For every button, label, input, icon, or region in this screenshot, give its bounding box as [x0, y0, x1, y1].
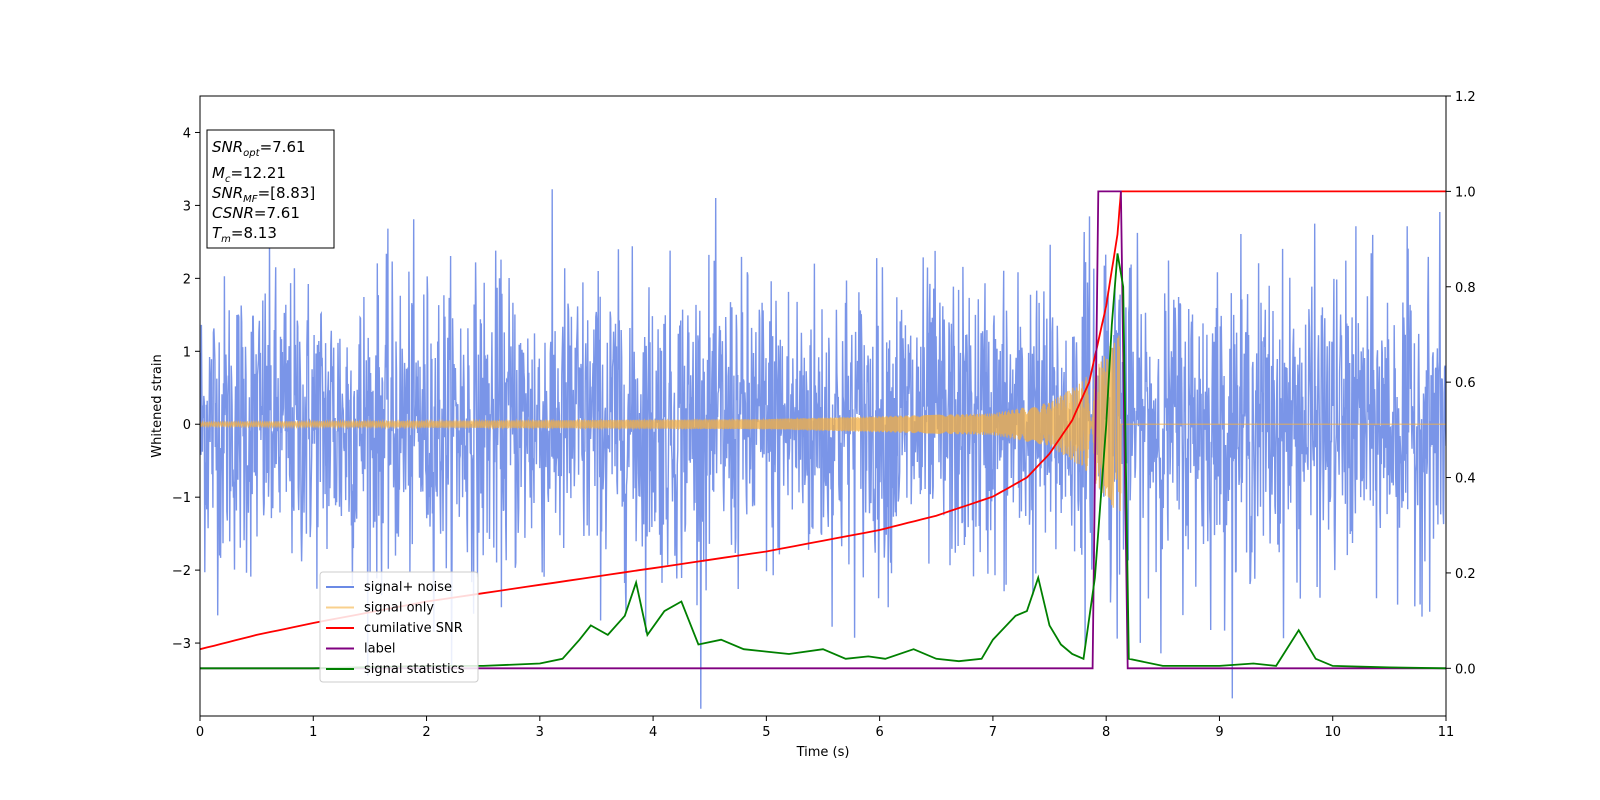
y-right-tick-label-1: 0.2 [1455, 567, 1476, 582]
y-left-tick-label-4: 1 [183, 345, 191, 360]
snr-mf-value: =[8.83] [258, 184, 316, 202]
x-tick-label-6: 6 [875, 725, 883, 740]
legend-label-0: signal+ noise [364, 580, 452, 595]
snr-opt-value: =7.61 [260, 138, 306, 156]
y-right-tick-label-4: 0.8 [1455, 281, 1476, 296]
legend-label-2: cumilative SNR [364, 621, 463, 636]
x-tick-label-10: 10 [1324, 725, 1341, 740]
x-tick-label-1: 1 [309, 725, 317, 740]
csnr-value: =7.61 [254, 204, 300, 222]
x-tick-label-2: 2 [422, 725, 430, 740]
y-left-tick-label-3: 0 [183, 418, 191, 433]
x-axis-label: Time (s) [796, 745, 850, 760]
svg-text:SNRMF=[8.83]: SNRMF=[8.83] [212, 184, 315, 205]
x-tick-label-4: 4 [649, 725, 657, 740]
y-left-tick-label-0: −3 [172, 637, 191, 652]
plot-frame [199, 95, 1447, 717]
y-axis-left: −3 −2 −1 0 1 2 3 4 [172, 126, 200, 652]
y-left-tick-label-5: 2 [183, 272, 191, 287]
x-tick-label-11: 11 [1438, 725, 1455, 740]
legend-label-1: signal only [364, 601, 434, 616]
svg-text:Tm=8.13: Tm=8.13 [212, 224, 277, 245]
y-right-tick-label-5: 1.0 [1455, 185, 1476, 200]
annotation-box: SNRopt=7.61 Mc=12.21 SNRMF=[8.83] CSNR=7… [206, 129, 335, 249]
y-axis-label: Whitened strain [150, 354, 165, 457]
x-tick-label-8: 8 [1102, 725, 1110, 740]
y-right-tick-label-0: 0.0 [1455, 662, 1476, 677]
series-signal-statistics [200, 253, 1446, 670]
y-left-tick-label-7: 4 [183, 126, 191, 141]
x-axis: 0 1 2 3 4 5 6 7 8 9 10 11 [196, 716, 1454, 740]
x-tick-label-3: 3 [536, 725, 544, 740]
x-tick-label-9: 9 [1215, 725, 1223, 740]
legend-label-3: label [364, 642, 395, 657]
tm-value: =8.13 [231, 224, 277, 242]
x-tick-label-0: 0 [196, 725, 204, 740]
y-left-tick-label-1: −2 [172, 564, 191, 579]
svg-text:Mc=12.21: Mc=12.21 [212, 164, 286, 185]
legend-label-4: signal statistics [364, 662, 465, 677]
legend: signal+ noise signal only cumilative SNR la… [319, 571, 479, 683]
series-label [200, 190, 1446, 670]
y-axis-right: 0.0 0.2 0.4 0.6 0.8 1.0 1.2 [1446, 90, 1476, 677]
y-left-tick-label-2: −1 [172, 491, 191, 506]
x-tick-label-7: 7 [989, 725, 997, 740]
mc-value: =12.21 [230, 164, 286, 182]
y-right-tick-label-6: 1.2 [1455, 90, 1476, 105]
y-left-tick-label-6: 3 [183, 199, 191, 214]
y-right-tick-label-3: 0.6 [1455, 376, 1476, 391]
svg-text:SNRopt=7.61: SNRopt=7.61 [212, 138, 306, 159]
series-signal-only [200, 335, 1446, 512]
svg-text:CSNR=7.61: CSNR=7.61 [212, 204, 300, 222]
x-tick-label-5: 5 [762, 725, 770, 740]
y-right-tick-label-2: 0.4 [1455, 472, 1476, 487]
